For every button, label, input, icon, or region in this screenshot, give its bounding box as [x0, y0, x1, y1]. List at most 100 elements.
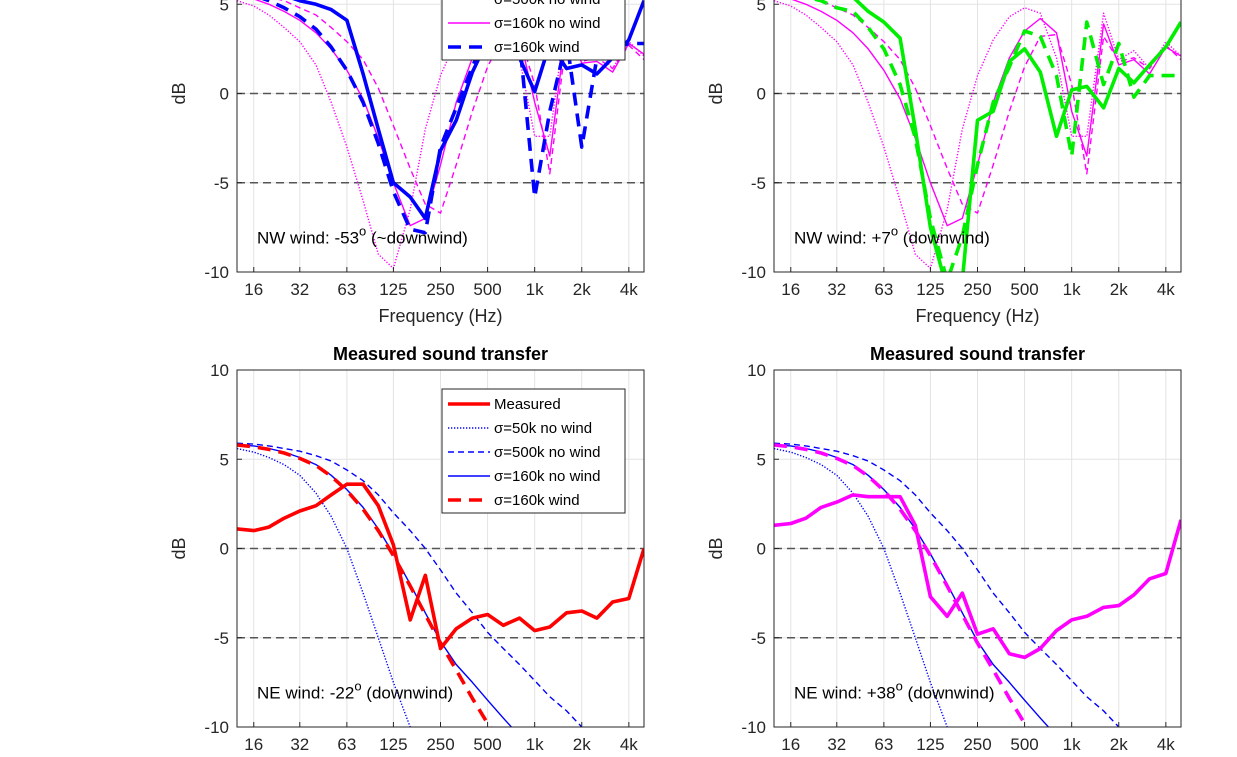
annotation-text: NW wind: -53	[257, 228, 359, 247]
x-tick-label: 16	[781, 280, 800, 299]
annotation-text: (downwind)	[898, 228, 990, 247]
series-group	[774, 442, 1181, 727]
y-tick-label: -10	[204, 718, 229, 737]
x-tick-label: 63	[874, 280, 893, 299]
x-tick-label: 2k	[573, 735, 591, 754]
y-axis-label: dB	[169, 82, 189, 104]
y-tick-label: 0	[757, 540, 766, 559]
series-line-measured	[774, 493, 1181, 660]
series-line-measured	[292, 0, 644, 221]
x-tick-label: 32	[290, 735, 309, 754]
degree-superscript: o	[891, 223, 898, 238]
legend-label: σ=160k wind	[494, 492, 580, 509]
x-tick-label: 125	[916, 735, 944, 754]
x-tick-label: 1k	[526, 735, 544, 754]
y-axis-label: dB	[169, 537, 189, 559]
x-tick-label: 4k	[1157, 735, 1175, 754]
y-tick-label: 10	[210, 361, 229, 380]
y-tick-label: -10	[741, 263, 766, 282]
series-line--50k-no-wind	[237, 447, 411, 727]
legend-label: σ=160k no wind	[494, 15, 600, 32]
chart-title: Measured sound transfer	[333, 344, 548, 364]
y-tick-label: -5	[214, 629, 229, 648]
y-tick-label: 0	[757, 85, 766, 104]
series-group	[774, 0, 1181, 272]
chart-title: Measured sound transfer	[870, 344, 1085, 364]
wind-annotation: NW wind: -53o (~downwind)	[257, 223, 468, 247]
panel-top-left: 16 32 63 125 250 500 1k 2k 4k -10 -5 0 5 dB Frequency …	[169, 0, 645, 326]
x-tick-label: 1k	[1063, 735, 1081, 754]
x-tick-label: 63	[337, 735, 356, 754]
x-tick-label: 16	[244, 280, 263, 299]
legend-label: σ=160k wind	[494, 39, 580, 56]
x-tick-label: 1k	[1063, 280, 1081, 299]
y-tick-label: 5	[220, 0, 229, 14]
y-tick-label: 5	[757, 0, 766, 14]
x-tick-label: 500	[473, 735, 501, 754]
degree-superscript: o	[359, 223, 366, 238]
annotation-text: (downwind)	[362, 683, 454, 702]
y-tick-label: 0	[220, 85, 229, 104]
x-tick-label: 32	[827, 280, 846, 299]
y-tick-label: -5	[751, 629, 766, 648]
x-tick-label: 250	[963, 735, 991, 754]
y-tick-label: 10	[747, 361, 766, 380]
panel-top-right: 16 32 63 125 250 500 1k 2k 4k -10 -5 0 5 dB Frequency …	[706, 0, 1182, 326]
legend-label: σ=50k no wind	[494, 420, 592, 437]
x-tick-label: 16	[244, 735, 263, 754]
x-tick-label: 500	[1010, 280, 1038, 299]
series-line--50k-no-wind	[774, 0, 1181, 270]
y-tick-label: -10	[204, 263, 229, 282]
x-tick-label: 125	[379, 735, 407, 754]
x-tick-label: 4k	[620, 280, 638, 299]
series-line--160k-wind	[237, 443, 492, 727]
x-tick-label: 250	[426, 735, 454, 754]
legend-box	[441, 0, 626, 61]
x-tick-label: 1k	[526, 280, 544, 299]
wind-annotation: NE wind: +38o (downwind)	[794, 678, 994, 702]
y-axis-label: dB	[706, 82, 726, 104]
x-tick-label: 63	[874, 735, 893, 754]
legend: Measured σ=50k no wind σ=500k no wind σ=160…	[441, 388, 626, 514]
series-line--500k-no-wind	[237, 442, 583, 727]
x-axis-label: Frequency (Hz)	[915, 306, 1039, 326]
y-tick-label: -5	[751, 174, 766, 193]
x-tick-label: 250	[963, 280, 991, 299]
x-tick-label: 500	[1010, 735, 1038, 754]
x-tick-label: 2k	[1110, 280, 1128, 299]
series-line--160k-wind	[810, 0, 1181, 272]
x-tick-label: 2k	[1110, 735, 1128, 754]
x-tick-label: 125	[916, 280, 944, 299]
wind-annotation: NW wind: +7o (downwind)	[794, 223, 990, 247]
series-line--50k-no-wind	[774, 447, 948, 727]
panel-bottom-right: 16 32 63 125 250 500 1k 2k 4k -10 -5 0 5 10 dB Measured…	[706, 344, 1182, 754]
wind-annotation: NE wind: -22o (downwind)	[257, 678, 453, 702]
x-tick-label: 500	[473, 280, 501, 299]
annotation-text: NE wind: +38	[794, 683, 896, 702]
legend-box	[441, 388, 626, 514]
legend-label: σ=160k no wind	[494, 468, 600, 485]
x-tick-label: 32	[827, 735, 846, 754]
annotation-text: NW wind: +7	[794, 228, 891, 247]
series-line--160k-wind	[774, 443, 1029, 727]
x-tick-label: 16	[781, 735, 800, 754]
panel-bottom-left: 16 32 63 125 250 500 1k 2k 4k -10 -5 0 5 10 dB Measured…	[169, 344, 645, 754]
series-group	[237, 442, 644, 727]
annotation-text: NE wind: -22	[257, 683, 354, 702]
y-tick-label: -5	[214, 174, 229, 193]
legend: σ=500k no wind σ=160k no wind σ=160k wind	[441, 0, 626, 61]
x-tick-label: 32	[290, 280, 309, 299]
series-line-measured	[853, 0, 1181, 272]
y-tick-label: 5	[757, 450, 766, 469]
x-tick-label: 250	[426, 280, 454, 299]
y-tick-label: 0	[220, 540, 229, 559]
y-tick-label: 5	[220, 450, 229, 469]
x-tick-label: 4k	[1157, 280, 1175, 299]
degree-superscript: o	[354, 678, 361, 693]
x-tick-label: 2k	[573, 280, 591, 299]
legend-label: σ=500k no wind	[494, 0, 600, 8]
y-axis-label: dB	[706, 537, 726, 559]
legend-label: σ=500k no wind	[494, 444, 600, 461]
y-tick-label: -10	[741, 718, 766, 737]
